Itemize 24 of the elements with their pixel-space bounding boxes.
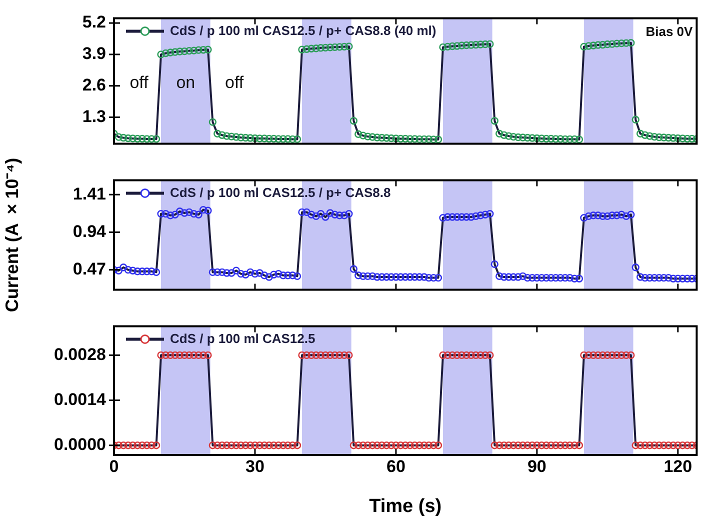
y-axis-title: Current (A ×10⁻⁴) (2, 158, 22, 312)
y-tick-label: 0.94 (72, 222, 107, 241)
y-tick-label: 0.0014 (54, 390, 107, 409)
y-tick-label: 0.0028 (54, 344, 106, 364)
y-tick-label: 1.3 (82, 106, 106, 126)
y-tick-label: 3.9 (82, 44, 106, 64)
annotation: off (130, 73, 149, 92)
y-tick-label: 2.6 (82, 76, 106, 95)
y-tick-label: 0.0000 (54, 435, 106, 454)
legend-label: CdS / p 100 ml CAS12.5 / p+ CAS8.8 (40 ml) (170, 22, 436, 38)
y-tick-label: 1.41 (72, 184, 106, 204)
x-tick-label: 0 (109, 456, 119, 476)
annotation: Bias 0V (646, 24, 694, 39)
annotation: on (176, 73, 196, 92)
x-tick-label: 60 (386, 456, 406, 476)
x-tick-label: 90 (527, 456, 546, 476)
x-tick-label: 120 (664, 456, 692, 476)
legend-label: CdS / p 100 ml CAS12.5 / p+ CAS8.8 (170, 184, 391, 200)
x-tick-label: 30 (246, 456, 264, 476)
annotation: off (225, 73, 244, 92)
x-axis-title: Time (s) (369, 496, 442, 517)
y-tick-label: 0.47 (72, 259, 106, 278)
legend-label: CdS / p 100 ml CAS12.5 (170, 330, 316, 346)
y-tick-label: 5.2 (82, 12, 106, 32)
